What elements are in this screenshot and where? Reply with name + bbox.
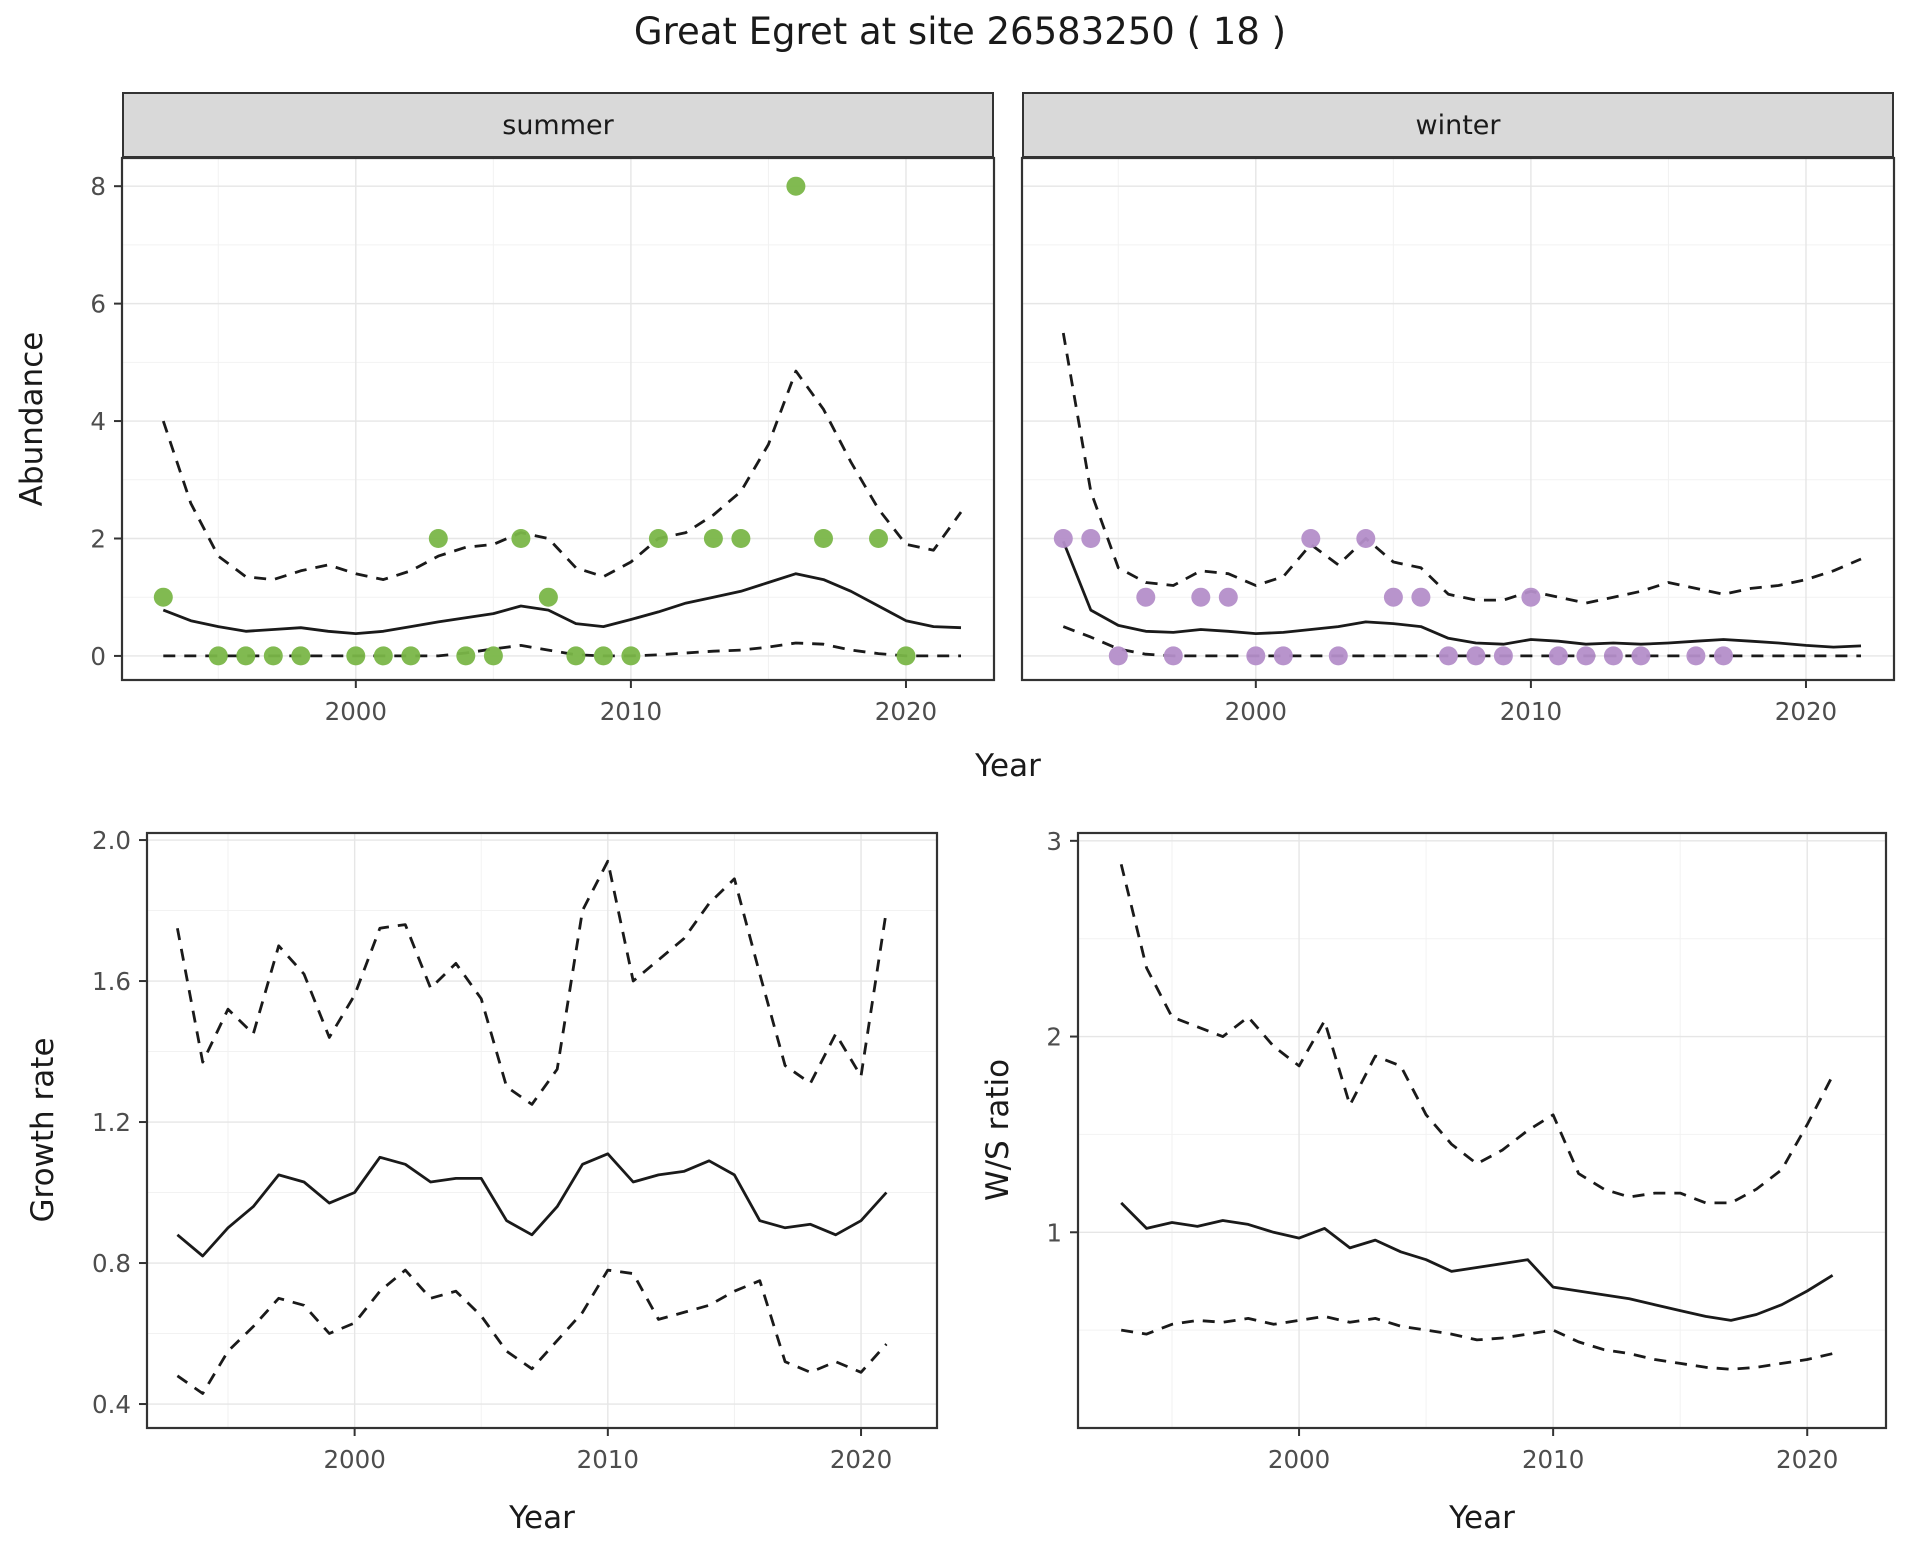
observation-point <box>1053 529 1073 548</box>
y-tick-label: 3 <box>1046 827 1062 856</box>
y-tick-label: 0.4 <box>92 1390 131 1419</box>
observation-point <box>291 646 311 666</box>
observation-point <box>648 529 668 548</box>
observation-point <box>1493 646 1513 666</box>
ws-ratio-median-line <box>1120 1201 1834 1322</box>
y-tick-label: 2.0 <box>92 826 131 855</box>
observation-point <box>1081 529 1101 548</box>
x-tick-label: 2010 <box>1522 1445 1584 1474</box>
observation-point <box>1411 587 1431 607</box>
observation-point <box>373 646 393 666</box>
observation-point <box>236 646 256 666</box>
observation-point <box>1603 646 1623 666</box>
panel-abundance-summer: 2000 2010 2020 0 2 4 6 8 <box>90 156 996 726</box>
observation-point <box>1548 646 1568 666</box>
y-tick-label: 2 <box>1046 1023 1062 1052</box>
x-tick-label: 2010 <box>600 697 662 726</box>
x-tick-label: 2000 <box>323 1445 385 1474</box>
ws-ratio-lower-ci-line <box>1120 1315 1833 1371</box>
observation-point <box>153 587 173 607</box>
observation-point <box>1686 646 1706 666</box>
observation-point <box>1714 646 1733 666</box>
observation-point <box>1328 646 1348 666</box>
observed-counts-summer <box>153 176 916 666</box>
observation-point <box>1136 587 1156 607</box>
observation-point <box>1631 646 1651 666</box>
y-tick-label: 0 <box>90 642 106 671</box>
abundance-summer-median-line <box>162 572 962 635</box>
observation-point <box>263 646 283 666</box>
abundance-winter-upper-ci-line <box>1061 332 1862 605</box>
observation-point <box>621 646 641 666</box>
y-tick-label: 2 <box>90 524 106 553</box>
y-tick-label: 8 <box>90 172 106 201</box>
abundance-summer-upper-ci-line <box>161 369 963 581</box>
observation-point <box>1246 646 1266 666</box>
growth-rate-lower-ci-line <box>176 1268 888 1395</box>
observation-point <box>1576 646 1596 666</box>
observation-point <box>1521 587 1541 607</box>
y-tick-label: 4 <box>90 407 106 436</box>
observation-point <box>456 646 476 666</box>
observation-point <box>1466 646 1486 666</box>
x-tick-label: 2010 <box>577 1445 639 1474</box>
abundance-winter-median-line <box>1062 540 1862 649</box>
observation-point <box>1218 587 1238 607</box>
y-tick-label: 6 <box>90 290 106 319</box>
observation-point <box>1108 646 1128 666</box>
observation-point <box>1356 529 1376 548</box>
observation-point <box>1438 646 1458 666</box>
x-tick-label: 2010 <box>1500 697 1562 726</box>
x-tick-label: 2000 <box>325 697 387 726</box>
panel-abundance-winter: 2000 2010 2020 <box>1020 156 1896 726</box>
year-x-axis-label-top: Year <box>975 748 1041 784</box>
y-tick-label: 1.2 <box>92 1108 131 1137</box>
observation-point <box>1301 529 1321 548</box>
x-tick-label: 2000 <box>1268 1445 1330 1474</box>
y-tick-label: 1 <box>1046 1218 1062 1247</box>
observation-point <box>483 646 503 666</box>
facet-strip-summer: summer <box>122 92 994 158</box>
x-tick-label: 2020 <box>1775 697 1837 726</box>
observation-point <box>814 529 833 548</box>
observation-point <box>1383 587 1403 607</box>
observation-point <box>786 176 806 196</box>
observation-point <box>869 529 888 548</box>
observation-point <box>703 529 723 548</box>
growth-rate-upper-ci-line <box>176 859 888 1106</box>
observation-point <box>1273 646 1293 666</box>
observation-point <box>208 646 228 666</box>
x-tick-label: 2020 <box>830 1445 892 1474</box>
observation-point <box>896 646 916 666</box>
figure-title: Great Egret at site 26583250 ( 18 ) <box>633 10 1287 53</box>
y-tick-label: 0.8 <box>92 1249 131 1278</box>
panel-ws-ratio: 2000 2010 2020 1 2 3 <box>1046 827 1888 1474</box>
year-x-axis-label-bottom-right: Year <box>1449 1500 1515 1536</box>
x-tick-label: 2020 <box>875 697 937 726</box>
x-tick-label: 2000 <box>1225 697 1287 726</box>
ws-ratio-upper-ci-line <box>1119 863 1834 1205</box>
observation-point <box>511 529 531 548</box>
observed-counts-winter <box>1053 529 1733 666</box>
panel-growth-rate: 2000 2010 2020 0.4 0.8 1.2 1.6 2.0 <box>92 826 939 1474</box>
observation-point <box>731 529 751 548</box>
growth-rate-median-line <box>176 1152 888 1258</box>
facet-strip-winter: winter <box>1022 92 1894 158</box>
year-x-axis-label-bottom-left: Year <box>509 1500 575 1536</box>
y-tick-label: 1.6 <box>92 967 131 996</box>
observation-point <box>566 646 586 666</box>
observation-point <box>346 646 366 666</box>
observation-point <box>401 646 421 666</box>
x-tick-label: 2020 <box>1776 1445 1838 1474</box>
observation-point <box>428 529 448 548</box>
abundance-winter-lower-ci-line <box>1062 625 1861 658</box>
observation-point <box>593 646 613 666</box>
observation-point <box>1191 587 1211 607</box>
observation-point <box>538 587 558 607</box>
observation-point <box>1163 646 1183 666</box>
